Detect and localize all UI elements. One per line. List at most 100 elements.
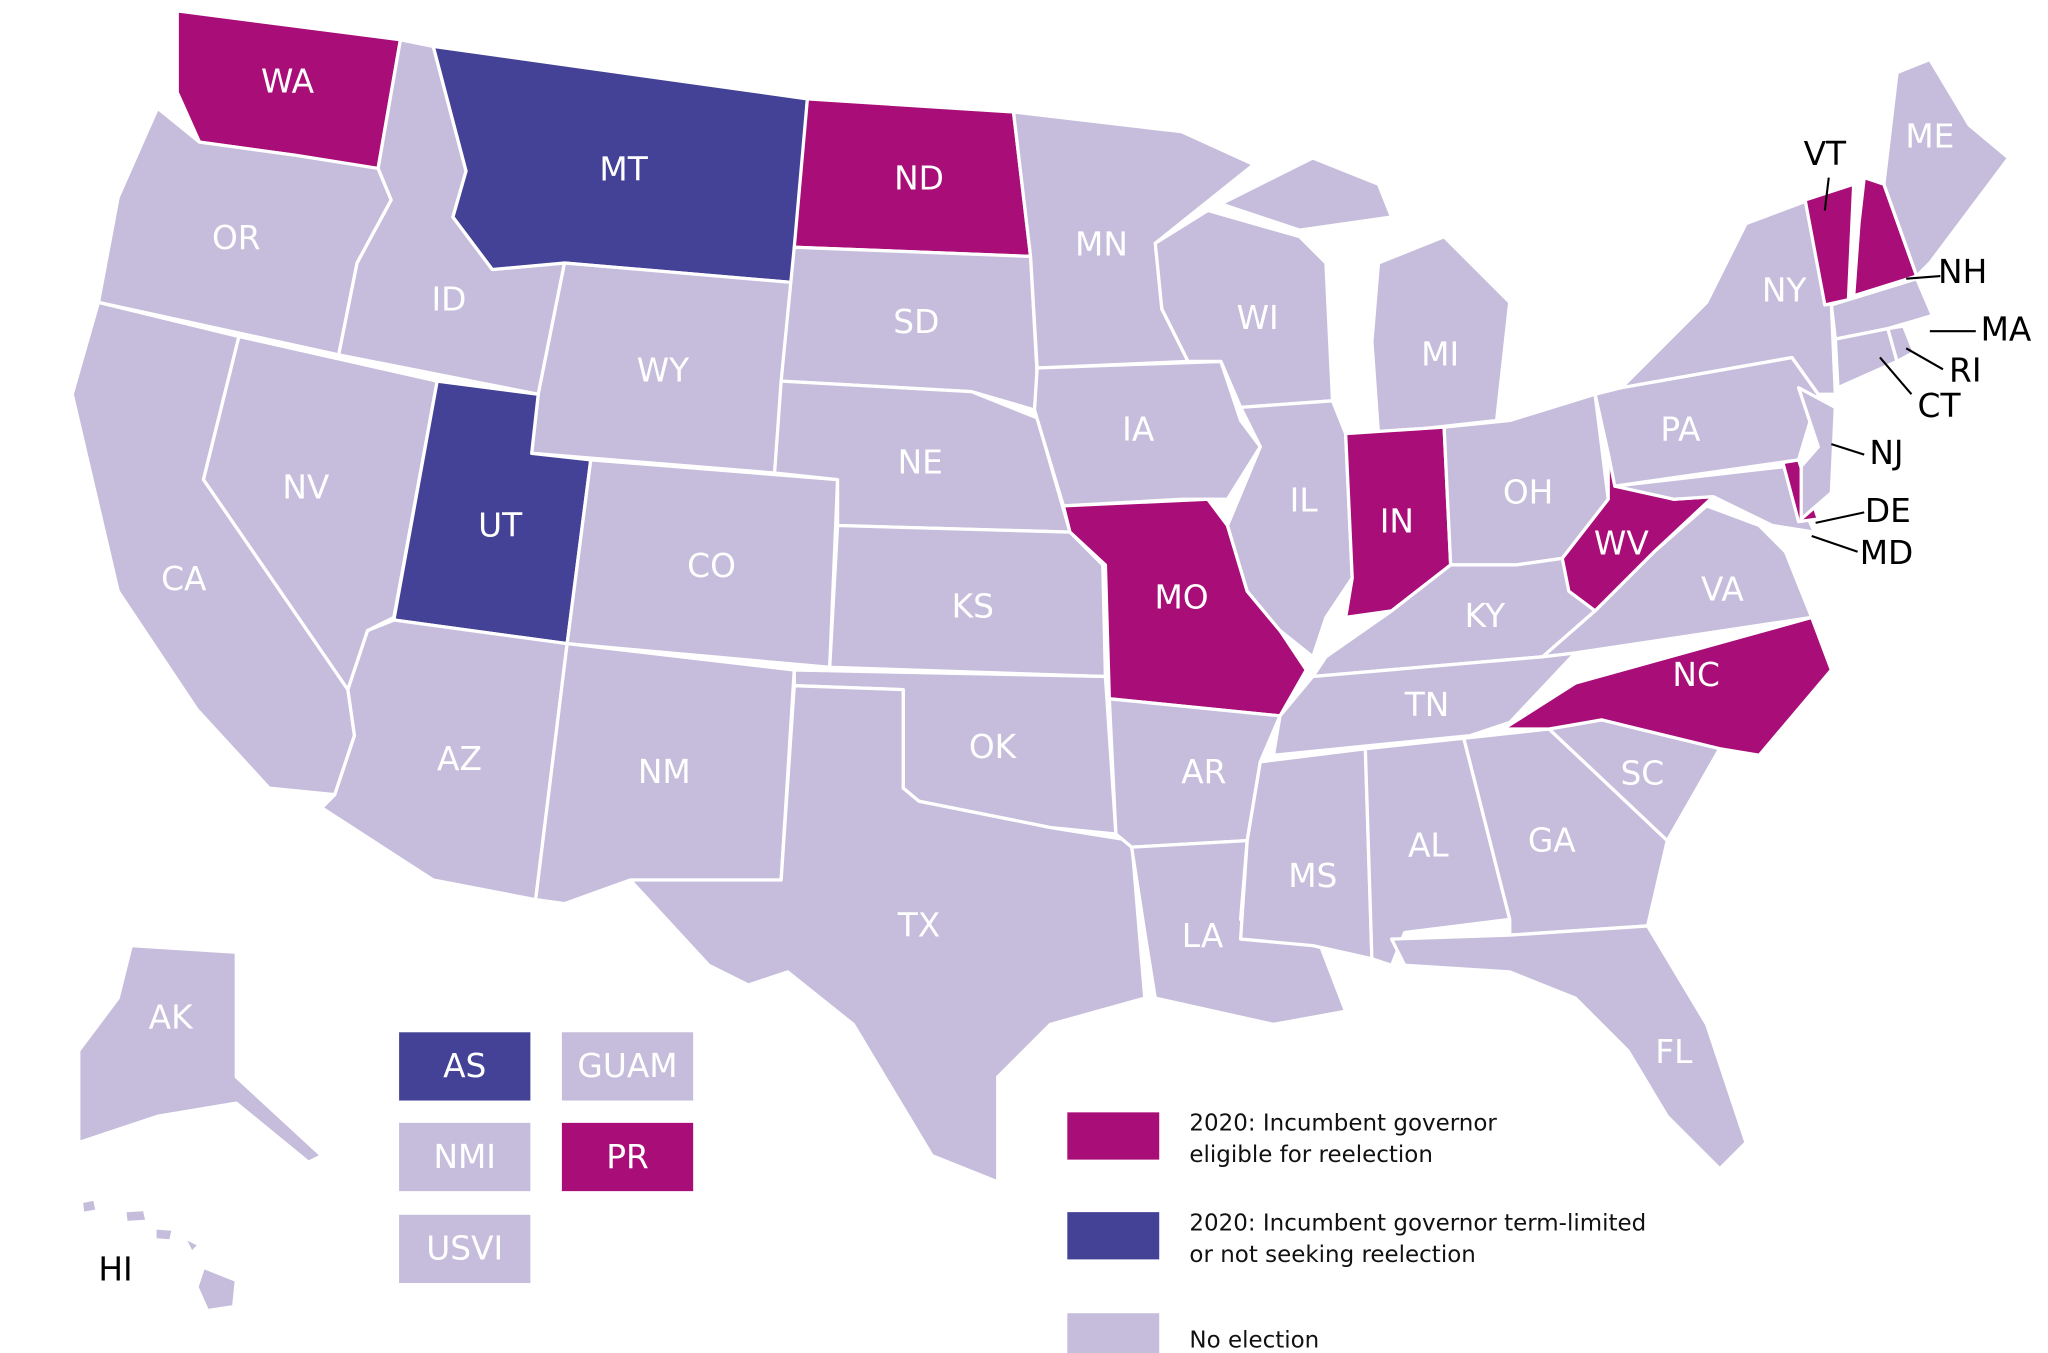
legend-swatch xyxy=(1067,1313,1160,1353)
territory-label-pr: PR xyxy=(606,1138,649,1176)
state-label-va: VA xyxy=(1701,571,1744,609)
territory-label-guam: GUAM xyxy=(577,1047,677,1085)
state-shape-mo[interactable] xyxy=(1061,497,1308,718)
state-fl[interactable] xyxy=(1389,924,1748,1171)
legend-swatch xyxy=(1067,1212,1160,1260)
state-label-nv: NV xyxy=(282,468,330,506)
state-shape-hi[interactable] xyxy=(79,1197,99,1216)
state-ak[interactable] xyxy=(77,943,324,1164)
state-shape-nh[interactable] xyxy=(1852,175,1919,298)
state-shape-hi[interactable] xyxy=(182,1235,202,1255)
state-shape-tn[interactable] xyxy=(1271,651,1578,757)
legend-label-line2: or not seeking reelection xyxy=(1189,1242,1475,1268)
territory-label-as: AS xyxy=(443,1047,486,1085)
territory-box-usvi[interactable] xyxy=(399,1214,531,1284)
state-label-ut: UT xyxy=(478,506,523,544)
state-shape-hi[interactable] xyxy=(153,1226,175,1243)
leader-line-ct xyxy=(1879,356,1913,395)
state-mi[interactable] xyxy=(1219,156,1512,436)
state-label-id: ID xyxy=(432,281,467,319)
state-label-wa: WA xyxy=(261,63,315,101)
state-label-md: MD xyxy=(1860,534,1914,572)
state-ms[interactable] xyxy=(1238,747,1374,961)
state-shape-il[interactable] xyxy=(1225,399,1354,659)
state-label-me: ME xyxy=(1905,118,1954,156)
state-label-tn: TN xyxy=(1404,686,1450,724)
territory-usvi[interactable]: USVI xyxy=(399,1214,531,1284)
state-label-sd: SD xyxy=(893,303,939,341)
legend-label-line2: eligible for reelection xyxy=(1189,1142,1432,1168)
state-label-oh: OH xyxy=(1503,474,1554,512)
legend-item-term-limited: 2020: Incumbent governor term-limited or … xyxy=(1067,1211,1646,1268)
state-shape-nc[interactable] xyxy=(1501,615,1834,757)
state-label-fl: FL xyxy=(1655,1033,1693,1071)
legend-swatch xyxy=(1067,1112,1160,1160)
state-nj[interactable] xyxy=(1796,386,1837,521)
territory-pr[interactable]: PR xyxy=(561,1122,694,1192)
state-label-vt: VT xyxy=(1804,135,1847,173)
state-ia[interactable] xyxy=(1032,359,1262,508)
state-label-ct: CT xyxy=(1918,387,1962,425)
state-shape-ms[interactable] xyxy=(1238,747,1374,961)
state-label-ny: NY xyxy=(1762,271,1808,309)
territory-nmi[interactable]: NMI xyxy=(399,1122,531,1192)
territory-box-as[interactable] xyxy=(399,1032,531,1101)
state-shape-ma[interactable] xyxy=(1829,277,1935,341)
state-il[interactable] xyxy=(1225,399,1354,659)
state-mo[interactable] xyxy=(1061,497,1308,718)
state-shape-ks[interactable] xyxy=(828,523,1108,679)
state-shape-hi[interactable] xyxy=(123,1207,149,1225)
state-label-ks: KS xyxy=(952,588,994,626)
state-shape-nj[interactable] xyxy=(1796,386,1837,521)
state-shape-mi[interactable] xyxy=(1219,156,1394,232)
state-label-mi: MI xyxy=(1421,336,1459,374)
state-ma[interactable] xyxy=(1829,277,1935,341)
leader-line-vt xyxy=(1823,177,1830,211)
state-label-nc: NC xyxy=(1672,656,1719,694)
state-label-ma: MA xyxy=(1981,311,2032,349)
territory-as[interactable]: AS xyxy=(399,1032,531,1101)
state-label-ms: MS xyxy=(1288,857,1337,895)
state-label-hi: HI xyxy=(98,1251,132,1289)
state-nc[interactable] xyxy=(1501,615,1834,757)
state-wy[interactable] xyxy=(530,261,796,475)
leader-line-nh xyxy=(1906,275,1941,280)
state-labels-layer: WA OR CA NV ID MT WY UT CO AZ NM ND SD NE KS OK TX MN IA MO… xyxy=(98,63,2032,1289)
state-shape-tx[interactable] xyxy=(628,684,1147,1184)
legend-label-line1: No election xyxy=(1189,1327,1319,1353)
state-tx[interactable] xyxy=(628,684,1147,1184)
state-label-wy: WY xyxy=(637,351,690,389)
states-layer xyxy=(70,9,2011,1313)
state-label-pa: PA xyxy=(1660,411,1701,449)
legend-label-line1: 2020: Incumbent governor term-limited xyxy=(1189,1211,1646,1237)
state-label-mo: MO xyxy=(1154,579,1208,617)
state-ct[interactable] xyxy=(1833,326,1899,390)
state-ks[interactable] xyxy=(828,523,1108,679)
state-shape-me[interactable] xyxy=(1882,57,2011,278)
territory-box-guam[interactable] xyxy=(561,1032,694,1101)
state-tn[interactable] xyxy=(1271,651,1578,757)
state-label-in: IN xyxy=(1380,502,1414,540)
territory-box-nmi[interactable] xyxy=(399,1122,531,1192)
leader-line-ri xyxy=(1905,347,1944,371)
state-hi[interactable] xyxy=(79,1197,238,1313)
state-shape-ct[interactable] xyxy=(1833,326,1899,390)
territory-label-usvi: USVI xyxy=(426,1230,503,1268)
legend-item-no-election: No election xyxy=(1067,1313,1319,1353)
leader-line-nj xyxy=(1831,443,1865,456)
state-shape-wy[interactable] xyxy=(530,261,796,475)
state-shape-fl[interactable] xyxy=(1389,924,1748,1171)
state-shape-ak[interactable] xyxy=(77,943,324,1164)
state-label-sc: SC xyxy=(1620,754,1664,792)
territory-box-pr[interactable] xyxy=(561,1122,694,1192)
state-label-nd: ND xyxy=(894,160,944,198)
state-shape-hi[interactable] xyxy=(195,1265,238,1313)
state-label-mn: MN xyxy=(1075,225,1128,263)
territory-guam[interactable]: GUAM xyxy=(561,1032,694,1101)
state-me[interactable] xyxy=(1882,57,2011,278)
state-nh[interactable] xyxy=(1852,175,1919,298)
state-shape-ia[interactable] xyxy=(1032,359,1262,508)
state-label-ak: AK xyxy=(149,999,194,1037)
state-label-tx: TX xyxy=(897,907,941,945)
